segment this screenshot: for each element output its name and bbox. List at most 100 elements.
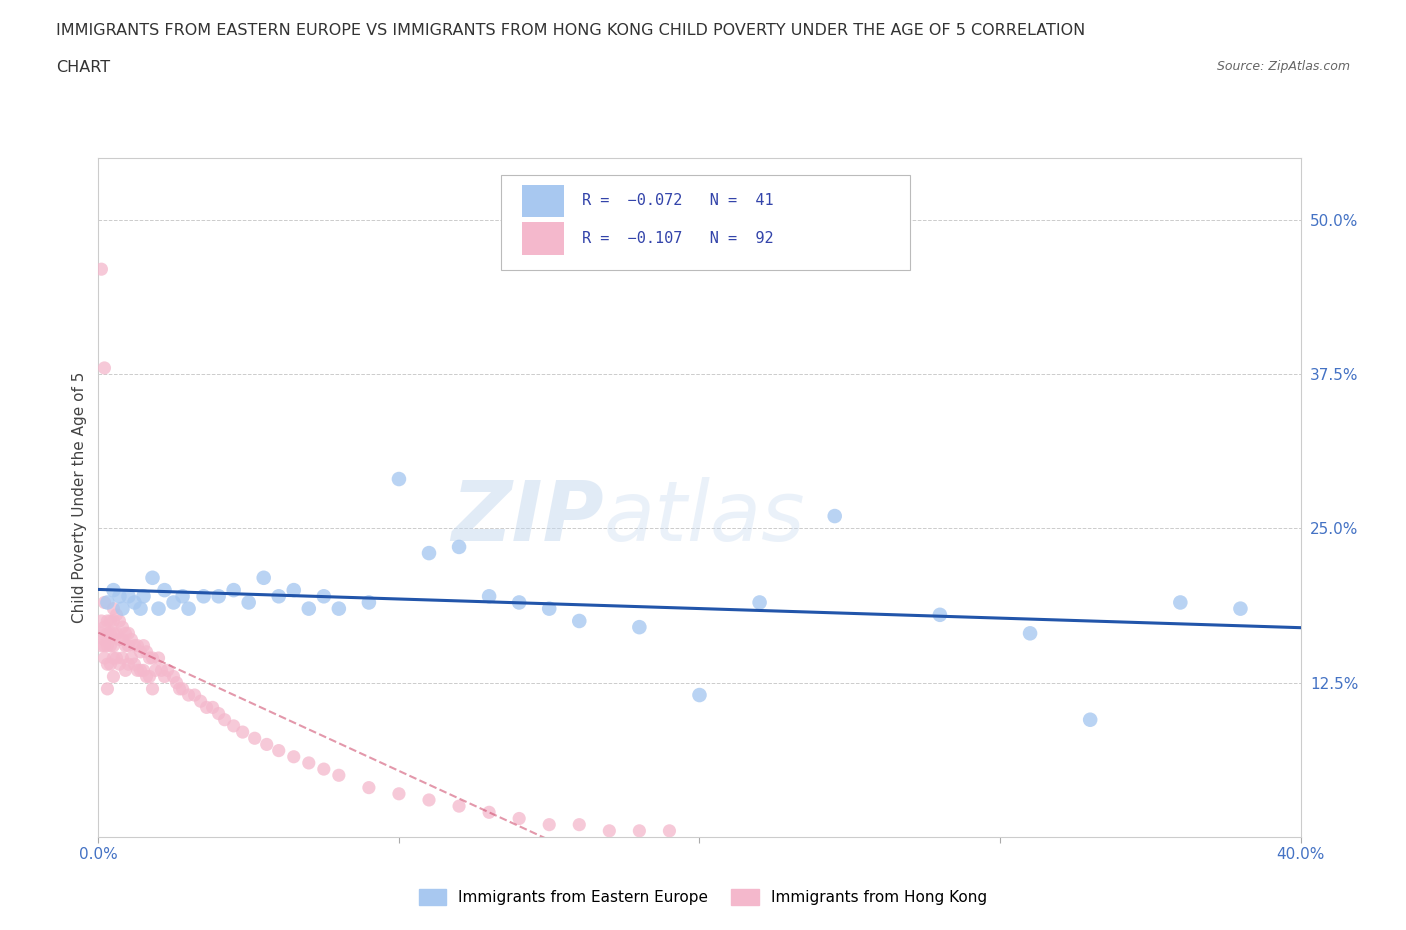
Point (824, 509, 846, 524)
Point (628, 619, 651, 634)
Point (214, 712, 236, 727)
Point (114, 663, 136, 678)
Point (598, 823, 620, 838)
Point (201, 700, 224, 715)
Point (150, 663, 173, 678)
Point (312, 589, 335, 604)
Point (190, 694, 212, 709)
Point (172, 589, 194, 604)
Point (177, 601, 200, 616)
Point (357, 780, 380, 795)
Point (111, 632, 134, 647)
Point (238, 595, 260, 610)
Point (195, 700, 218, 715)
Point (105, 626, 128, 641)
Legend: Immigrants from Eastern Europe, Immigrants from Hong Kong: Immigrants from Eastern Europe, Immigran… (412, 883, 994, 911)
Point (129, 663, 152, 678)
Point (447, 539, 470, 554)
Point (166, 675, 188, 690)
Point (447, 799, 470, 814)
Point (172, 682, 194, 697)
Point (103, 614, 125, 629)
Point (141, 682, 163, 697)
Point (538, 817, 561, 832)
Point (96, 657, 118, 671)
Point (929, 607, 952, 622)
Point (193, 589, 215, 604)
Point (108, 632, 131, 647)
Point (148, 651, 170, 666)
Point (388, 787, 411, 802)
Point (93, 595, 115, 610)
Point (127, 663, 149, 678)
Point (100, 614, 122, 629)
FancyBboxPatch shape (501, 175, 910, 270)
Point (1229, 601, 1251, 616)
Point (93, 651, 115, 666)
Point (148, 601, 170, 616)
Bar (522, 184, 564, 218)
Point (1078, 712, 1101, 727)
Point (508, 595, 530, 610)
Point (114, 626, 136, 641)
Point (243, 731, 266, 746)
Point (222, 583, 245, 598)
Point (108, 614, 131, 629)
Point (105, 607, 128, 622)
Point (222, 719, 245, 734)
Point (689, 687, 711, 702)
Text: IMMIGRANTS FROM EASTERN EUROPE VS IMMIGRANTS FROM HONG KONG CHILD POVERTY UNDER : IMMIGRANTS FROM EASTERN EUROPE VS IMMIGR… (56, 23, 1085, 38)
Point (138, 669, 160, 684)
Point (177, 687, 200, 702)
Point (628, 823, 651, 838)
Point (103, 583, 125, 598)
Point (114, 638, 136, 653)
Text: R =  −0.107   N =  92: R = −0.107 N = 92 (582, 231, 773, 246)
Point (100, 657, 122, 671)
Point (141, 651, 163, 666)
Point (208, 589, 231, 604)
Point (748, 595, 770, 610)
Point (121, 632, 143, 647)
Point (418, 546, 440, 561)
Point (96, 614, 118, 629)
Point (267, 589, 290, 604)
Point (96, 626, 118, 641)
Point (132, 663, 155, 678)
Point (156, 663, 179, 678)
Point (93, 361, 115, 376)
Point (100, 626, 122, 641)
Point (90, 261, 112, 276)
Point (124, 638, 146, 653)
Point (132, 589, 155, 604)
Point (108, 657, 131, 671)
Point (103, 651, 125, 666)
Point (283, 750, 305, 764)
Point (328, 601, 350, 616)
Point (253, 570, 276, 585)
Point (124, 595, 146, 610)
Point (357, 595, 380, 610)
Point (111, 651, 134, 666)
Point (117, 626, 139, 641)
Point (538, 601, 561, 616)
Point (129, 601, 152, 616)
Y-axis label: Child Poverty Under the Age of 5: Child Poverty Under the Age of 5 (72, 372, 87, 623)
Point (162, 595, 184, 610)
Point (93, 619, 115, 634)
Point (478, 589, 501, 604)
Point (90, 638, 112, 653)
Point (568, 817, 591, 832)
Point (283, 583, 305, 598)
Point (208, 706, 231, 721)
Point (153, 669, 176, 684)
Point (508, 811, 530, 826)
Point (141, 570, 163, 585)
Point (90, 614, 112, 629)
Point (111, 619, 134, 634)
Point (96, 638, 118, 653)
Point (328, 768, 350, 783)
Point (153, 583, 176, 598)
Point (90, 626, 112, 641)
Point (127, 638, 149, 653)
